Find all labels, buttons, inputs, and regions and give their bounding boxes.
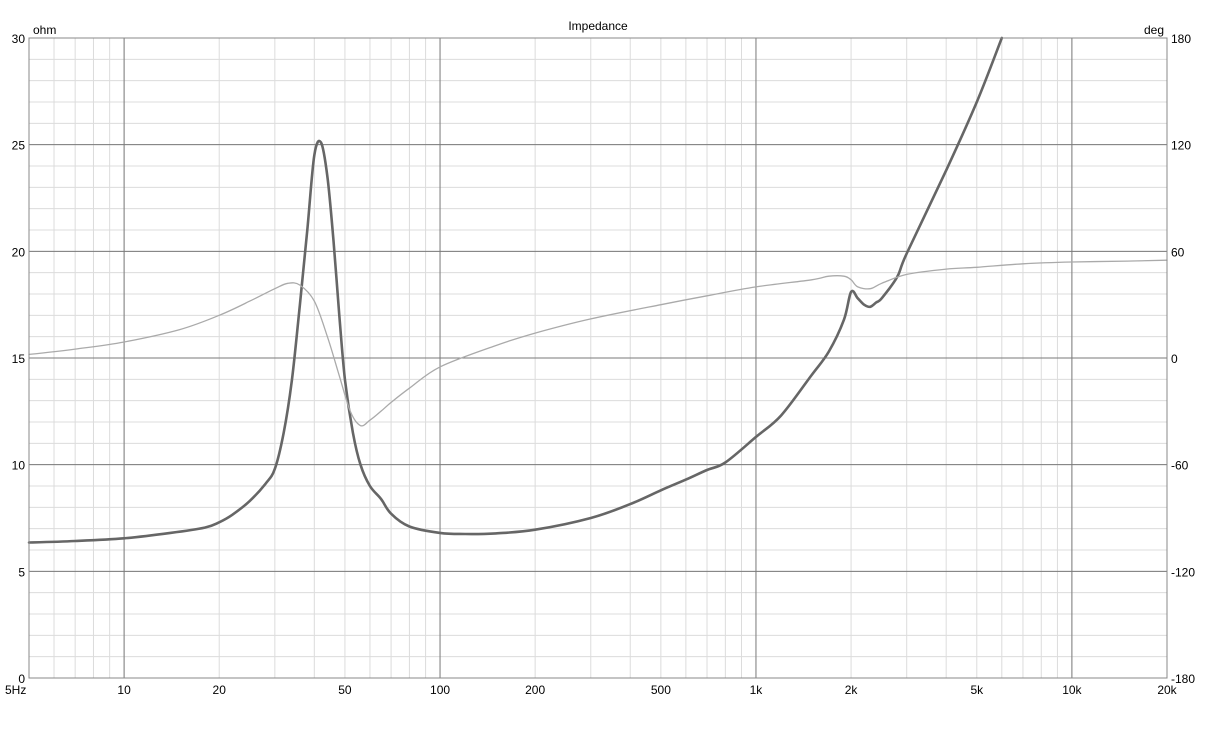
y-tick-label: 30 — [12, 32, 26, 46]
x-tick-label: 5k — [970, 683, 984, 697]
y2-tick-label: -120 — [1171, 565, 1195, 579]
x-tick-label: 200 — [525, 683, 545, 697]
y2-tick-label: 60 — [1171, 245, 1185, 259]
x-tick-label: 20k — [1157, 683, 1177, 697]
y2-tick-label: 180 — [1171, 32, 1191, 46]
y-tick-label: 25 — [12, 139, 26, 153]
x-tick-label: 5Hz — [5, 683, 26, 697]
x-tick-label: 2k — [845, 683, 859, 697]
tick-labels: 5Hz 10 20 50 100 200 500 1k 2k 5k 10k 20k 0 5 10 15 20 25… — [5, 32, 1195, 697]
x-tick-label: 10k — [1062, 683, 1082, 697]
y-axis-unit-label: ohm — [33, 23, 56, 37]
x-tick-label: 100 — [430, 683, 450, 697]
plot-frame — [28, 37, 1168, 679]
x-tick-label: 20 — [213, 683, 227, 697]
chart-title: Impedance — [568, 19, 628, 33]
series-layer — [27, 36, 1168, 544]
phase-series-line — [28, 259, 1168, 427]
y2-tick-label: -180 — [1171, 672, 1195, 686]
x-tick-label: 50 — [338, 683, 352, 697]
x-tick-label: 1k — [750, 683, 764, 697]
y2-tick-label: 0 — [1171, 352, 1178, 366]
y-tick-label: 0 — [18, 672, 25, 686]
y2-tick-label: -60 — [1171, 459, 1189, 473]
y-tick-label: 15 — [12, 352, 26, 366]
y-tick-label: 5 — [18, 565, 25, 579]
x-tick-label: 500 — [651, 683, 671, 697]
y2-tick-label: 120 — [1171, 139, 1191, 153]
y2-axis-unit-label: deg — [1144, 23, 1164, 37]
impedance-series-line — [27, 36, 1004, 544]
x-tick-label: 10 — [117, 683, 131, 697]
y-tick-label: 10 — [12, 459, 26, 473]
y-tick-label: 20 — [12, 245, 26, 259]
